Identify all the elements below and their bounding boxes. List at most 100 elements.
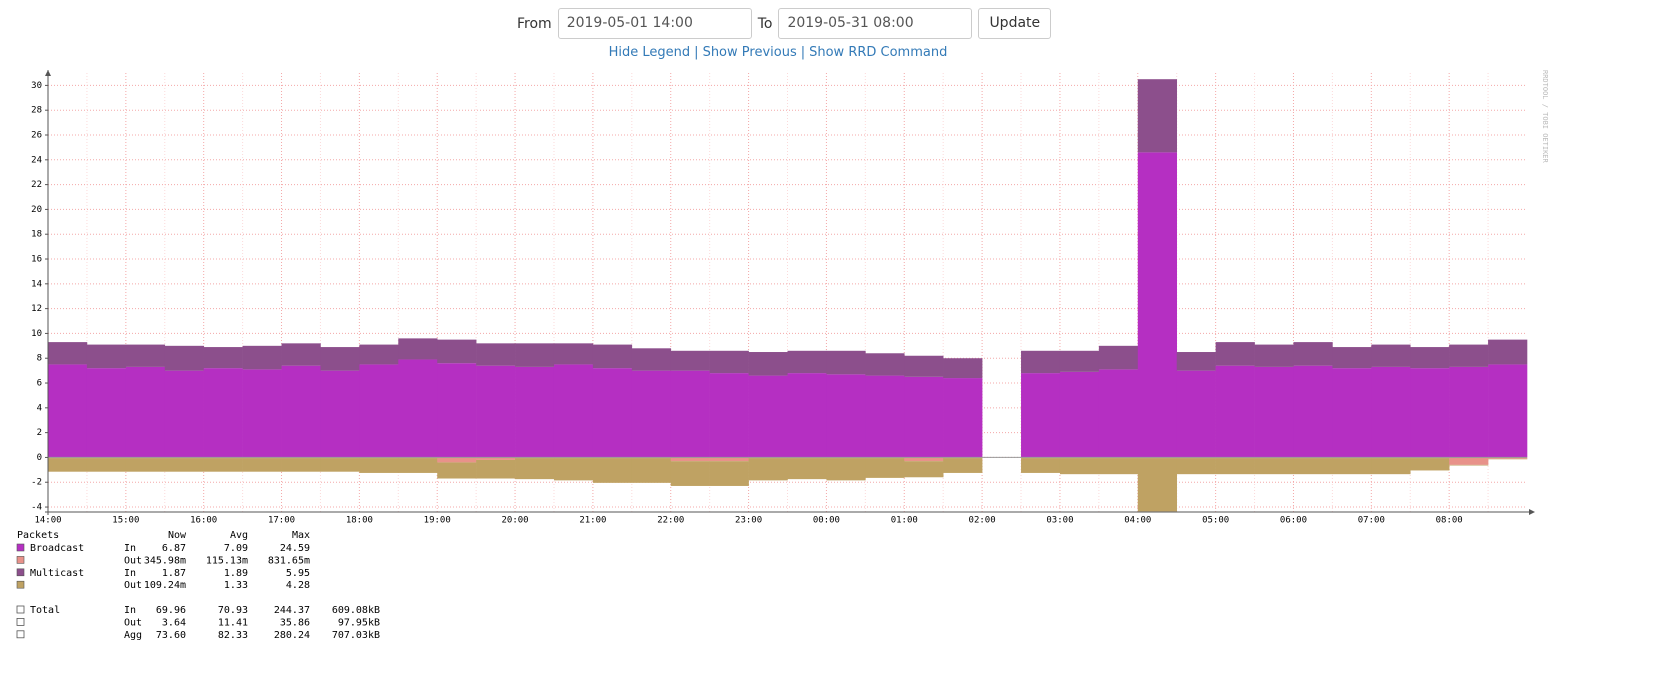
- bar-segment: [320, 347, 360, 371]
- bar-segment: [1410, 458, 1450, 471]
- legend-label: Total: [30, 605, 60, 616]
- legend-stat: 11.41: [218, 617, 248, 628]
- bar-segment: [86, 458, 127, 472]
- legend-swatch: [16, 605, 25, 614]
- x-tick-label: 19:00: [424, 516, 451, 526]
- bar-segment: [476, 459, 516, 479]
- x-tick-label: 16:00: [190, 516, 217, 526]
- bar-segment: [1021, 373, 1061, 458]
- bar-segment: [320, 370, 360, 458]
- legend-stat: 115.13m: [206, 555, 248, 566]
- date-form: From 2019-05-01 14:00 To 2019-05-31 08:0…: [517, 8, 1052, 39]
- bar-segment: [476, 365, 516, 458]
- bar-segment: [437, 457, 477, 463]
- legend-direction: In: [124, 605, 136, 616]
- y-tick-label: 8: [37, 354, 42, 364]
- legend-direction: Out: [124, 580, 142, 591]
- x-tick-label: 14:00: [34, 516, 61, 526]
- from-input[interactable]: 2019-05-01 14:00: [557, 8, 752, 39]
- y-tick-label: 10: [31, 329, 42, 339]
- update-button[interactable]: Update: [978, 8, 1052, 39]
- legend-stat: 831.65m: [268, 555, 310, 566]
- legend-stat: 4.28: [286, 580, 310, 591]
- y-tick-label: 30: [31, 81, 42, 91]
- legend-swatch: [16, 580, 25, 589]
- bar-segment: [398, 338, 438, 360]
- link[interactable]: Hide Legend: [608, 45, 691, 60]
- bar-segment: [1449, 344, 1489, 367]
- legend-stat: 69.96: [156, 605, 186, 616]
- legend-stat: 1.87: [162, 568, 186, 579]
- separator: |: [694, 45, 699, 60]
- x-tick-label: 05:00: [1202, 516, 1229, 526]
- bar-segment: [1215, 342, 1255, 366]
- bar-segment: [1488, 339, 1528, 365]
- legend-stat: 5.95: [286, 568, 310, 579]
- legend-stat: 3.64: [162, 617, 186, 628]
- x-tick-label: 02:00: [969, 516, 996, 526]
- bars: [48, 79, 1528, 512]
- bar-segment: [164, 458, 204, 472]
- legend-stat: 707.03kB: [332, 630, 380, 641]
- bar-segment: [1449, 366, 1489, 458]
- bar-segment: [1449, 457, 1489, 465]
- x-tick-label: 01:00: [891, 516, 918, 526]
- legend-label: Broadcast: [30, 543, 84, 554]
- legend-stat: 609.08kB: [332, 605, 380, 616]
- bar-segment: [709, 457, 749, 462]
- bar-segment: [787, 458, 827, 480]
- bar-segment: [1098, 369, 1139, 458]
- legend-header: Now: [168, 530, 187, 541]
- legend-stat: 1.89: [224, 568, 248, 579]
- bar-segment: [592, 368, 633, 458]
- watermark: RRDTOOL / TOBI OETIKER: [1541, 70, 1549, 164]
- bar-segment: [242, 458, 282, 472]
- legend-stat: 35.86: [280, 617, 310, 628]
- bar-segment: [1215, 365, 1255, 458]
- bar-segment: [437, 462, 477, 479]
- bar-segment: [242, 345, 282, 370]
- bar-segment: [1137, 79, 1178, 153]
- to-input[interactable]: 2019-05-31 08:00: [778, 8, 973, 39]
- bar-segment: [787, 350, 827, 374]
- legend-swatch: [16, 630, 25, 639]
- link[interactable]: Show RRD Command: [809, 45, 948, 60]
- x-tick-label: 06:00: [1280, 516, 1307, 526]
- bar-segment: [553, 458, 594, 481]
- bar-segment: [1371, 458, 1411, 475]
- bar-segment: [1021, 350, 1061, 374]
- y-tick-label: 26: [31, 131, 42, 141]
- bar-segment: [1254, 344, 1294, 367]
- bar-segment: [1098, 458, 1139, 475]
- y-tick-label: 20: [31, 205, 42, 215]
- bar-segment: [943, 358, 983, 379]
- bar-segment: [1098, 345, 1139, 370]
- legend-header: Avg: [230, 530, 248, 541]
- legend-swatch: [16, 568, 25, 577]
- bar-segment: [1254, 458, 1294, 475]
- x-tick-label: 22:00: [657, 516, 684, 526]
- bar-segment: [48, 364, 88, 458]
- legend-stat: 7.09: [224, 543, 248, 554]
- legend-swatch: [16, 618, 25, 626]
- bar-segment: [904, 355, 944, 377]
- legend-stat: 82.33: [218, 630, 248, 641]
- bar-segment: [1332, 368, 1372, 458]
- legend-stat: 244.37: [274, 605, 310, 616]
- bar-segment: [1293, 365, 1333, 458]
- bar-segment: [437, 363, 477, 458]
- bar-segment: [748, 458, 788, 481]
- bar-segment: [398, 458, 438, 473]
- y-tick-label: 16: [31, 255, 42, 265]
- bar-segment: [826, 350, 866, 375]
- links: Hide Legend | Show Previous | Show RRD Comma…: [0, 45, 1556, 60]
- bar-segment: [592, 458, 633, 483]
- y-tick-label: -2: [31, 478, 42, 488]
- bar-segment: [203, 458, 243, 472]
- link[interactable]: Show Previous: [702, 45, 797, 60]
- bar-segment: [281, 458, 321, 472]
- legend-direction: Agg: [124, 630, 142, 641]
- y-tick-label: 24: [31, 155, 42, 165]
